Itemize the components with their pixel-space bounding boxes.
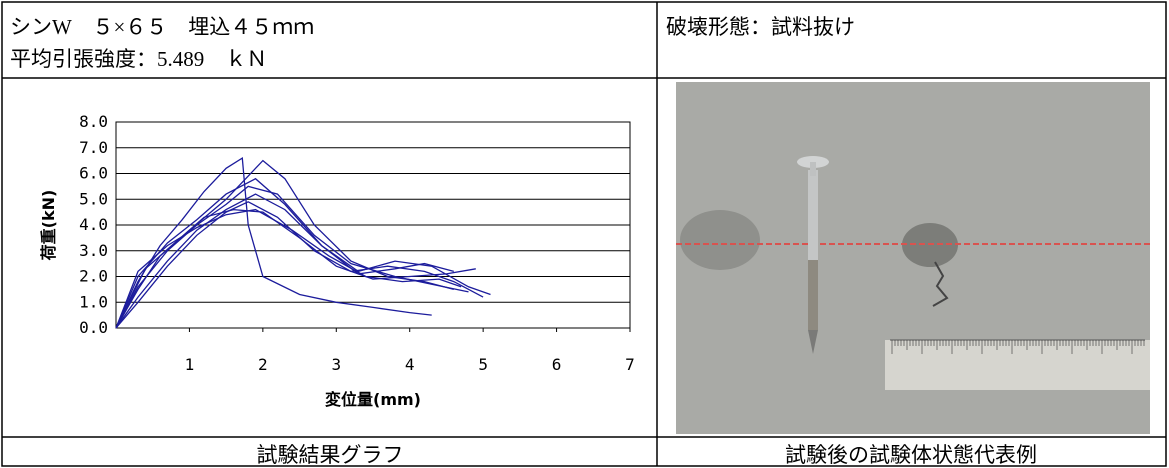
- data-line: [116, 179, 491, 328]
- x-axis-title: 変位量(mm): [325, 390, 421, 409]
- page: シンW ５×６５ 埋込４５ｍｍ 平均引張強度：5.489 ｋＮ 破壊形態：試料抜…: [0, 0, 1169, 468]
- y-tick-label: 7.0: [79, 138, 108, 157]
- x-tick-label: 6: [552, 355, 562, 374]
- y-tick-label: 2.0: [79, 267, 108, 286]
- data-line: [116, 186, 469, 328]
- strength: 平均引張強度：5.489 ｋＮ: [10, 47, 267, 71]
- failure-mode: 破壊形態：試料抜け: [666, 15, 855, 39]
- graph-caption: 試験結果グラフ: [257, 443, 404, 467]
- y-tick-label: 8.0: [79, 112, 108, 131]
- y-tick-label: 1.0: [79, 292, 108, 311]
- y-axis-title: 荷重(kN): [39, 190, 58, 261]
- x-tick-label: 7: [625, 355, 635, 374]
- x-tick-label: 3: [331, 355, 341, 374]
- y-tick-label: 5.0: [79, 189, 108, 208]
- x-tick-label: 5: [478, 355, 488, 374]
- data-line: [116, 210, 476, 328]
- x-tick-label: 2: [258, 355, 268, 374]
- y-tick-label: 4.0: [79, 215, 108, 234]
- data-line: [116, 194, 454, 328]
- spec: シンW ５×６５ 埋込４５ｍｍ: [10, 15, 314, 39]
- y-tick-label: 0.0: [79, 318, 108, 337]
- y-tick-label: 6.0: [79, 164, 108, 183]
- photo: [676, 82, 1150, 434]
- x-tick-label: 4: [405, 355, 415, 374]
- y-tick-label: 3.0: [79, 241, 108, 260]
- x-tick-label: 1: [185, 355, 195, 374]
- photo-caption: 試験後の試験体状態代表例: [785, 443, 1037, 467]
